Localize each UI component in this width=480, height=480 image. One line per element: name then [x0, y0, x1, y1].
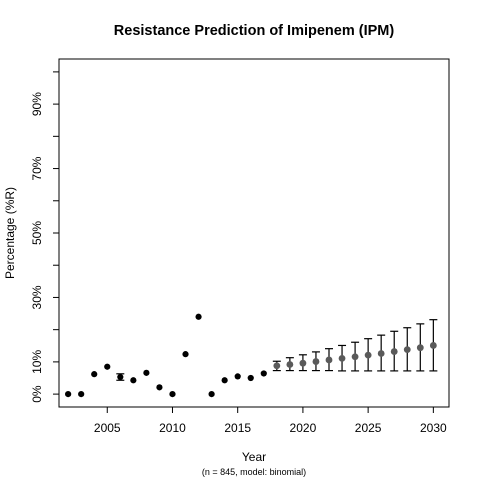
x-tick-label: 2030 — [420, 421, 447, 435]
predicted-point — [338, 354, 346, 362]
y-tick-label: 90% — [30, 92, 44, 116]
y-tick-label: 50% — [30, 221, 44, 245]
predicted-point — [390, 348, 398, 355]
predicted-point — [273, 362, 281, 370]
x-tick-label: 2025 — [355, 421, 382, 435]
observed-point — [143, 369, 150, 376]
observed-point — [65, 391, 72, 398]
y-axis-label: Percentage (%R) — [3, 187, 17, 279]
observed-point — [104, 363, 111, 370]
y-tick-label: 0% — [30, 385, 44, 403]
x-tick-label: 2020 — [290, 421, 317, 435]
predicted-point — [377, 350, 385, 357]
x-tick-label: 2010 — [159, 421, 186, 435]
predicted-point — [416, 344, 424, 352]
x-tick-label: 2015 — [224, 421, 251, 435]
error-bars — [116, 319, 438, 381]
observed-point — [169, 391, 176, 398]
predicted-point — [351, 353, 359, 361]
observed-point — [234, 373, 241, 380]
observed-point — [247, 374, 254, 382]
observed-point — [195, 313, 202, 320]
y-axis: 0% 10% 30% 50% 70% 90% — [30, 71, 60, 403]
data-points — [65, 313, 437, 398]
observed-point — [130, 377, 137, 384]
x-axis-label: Year — [242, 450, 266, 464]
y-tick-label: 10% — [30, 350, 44, 374]
predicted-point — [364, 351, 372, 359]
predicted-point — [299, 359, 307, 367]
observed-point — [156, 384, 163, 391]
observed-point — [182, 351, 189, 358]
observed-point — [260, 370, 267, 377]
x-axis: 2005 2010 2015 2020 2025 2030 — [94, 406, 447, 435]
chart-subtitle: (n = 845, model: binomial) — [202, 467, 306, 477]
x-tick-label: 2005 — [94, 421, 121, 435]
predicted-point — [286, 361, 294, 368]
predicted-point — [312, 358, 320, 365]
predicted-point — [429, 342, 437, 349]
plot-frame — [58, 58, 450, 408]
observed-point — [78, 391, 85, 398]
observed-point — [117, 373, 124, 381]
y-tick-label: 70% — [30, 156, 44, 180]
observed-point — [208, 391, 215, 398]
predicted-point — [325, 356, 333, 364]
observed-point — [221, 377, 228, 384]
predicted-point — [403, 346, 411, 354]
chart-title: Resistance Prediction of Imipenem (IPM) — [114, 23, 395, 39]
observed-point — [91, 371, 98, 378]
y-tick-label: 30% — [30, 285, 44, 309]
